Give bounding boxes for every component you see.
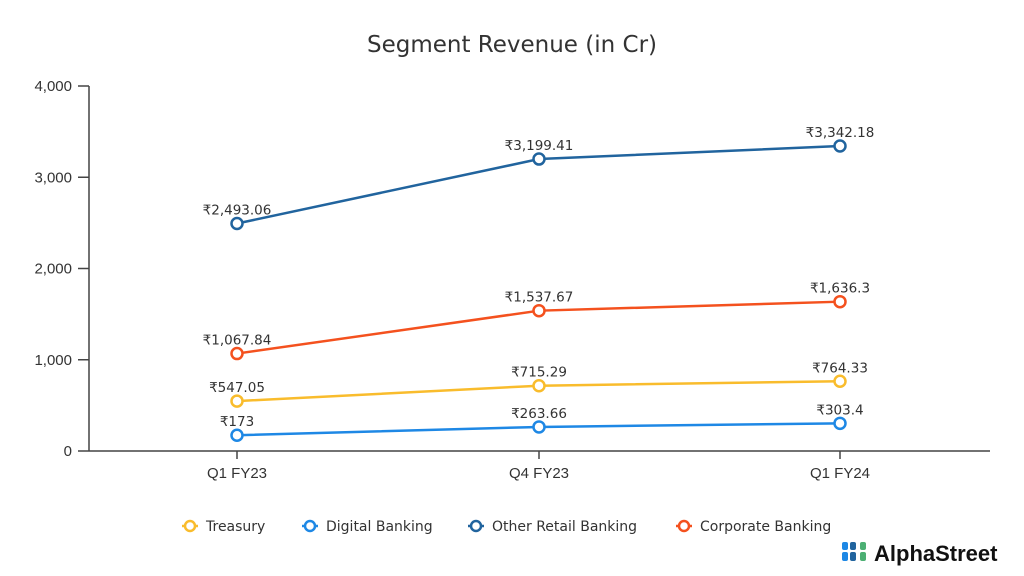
data-label: ₹764.33	[812, 360, 868, 376]
data-label: ₹3,199.41	[505, 138, 574, 154]
y-tick-label: 0	[64, 443, 72, 460]
y-tick-label: 1,000	[34, 352, 72, 369]
data-point[interactable]	[532, 152, 546, 166]
data-label: ₹1,636.3	[810, 281, 870, 297]
legend-label: Other Retail Banking	[492, 519, 637, 535]
data-label: ₹263.66	[511, 406, 567, 422]
data-point[interactable]	[532, 420, 546, 434]
data-label: ₹303.4	[816, 402, 863, 418]
series-other-retail-banking: ₹2,493.06 ₹3,199.41 ₹3,342.18	[203, 125, 875, 231]
legend-marker-icon	[303, 519, 317, 533]
data-point[interactable]	[532, 378, 546, 393]
series-corporate-banking: ₹1,067.84 ₹1,537.67 ₹1,636.3	[203, 281, 870, 361]
legend-marker-icon	[469, 519, 483, 533]
legend-item[interactable]: Digital Banking	[302, 519, 433, 535]
series-treasury: ₹547.05 ₹715.29 ₹764.33	[209, 360, 868, 408]
y-tick-label: 3,000	[34, 169, 72, 186]
logo-text: AlphaStreet	[874, 541, 998, 566]
data-label: ₹1,067.84	[203, 333, 272, 349]
data-label: ₹715.29	[511, 365, 567, 381]
legend-label: Treasury	[205, 519, 265, 535]
data-point[interactable]	[833, 294, 847, 309]
series-digital-banking: ₹173 ₹263.66 ₹303.4	[220, 402, 864, 442]
data-label: ₹3,342.18	[806, 125, 875, 141]
legend-label: Digital Banking	[326, 519, 433, 535]
data-label: ₹1,537.67	[505, 290, 574, 306]
y-tick-label: 4,000	[34, 78, 72, 95]
data-point[interactable]	[230, 346, 244, 361]
x-tick-label: Q1 FY23	[207, 465, 267, 482]
data-label: ₹173	[220, 414, 254, 430]
legend-marker-icon	[183, 519, 197, 533]
y-tick-label: 2,000	[34, 261, 72, 278]
data-point[interactable]	[230, 216, 244, 231]
x-tick-label: Q1 FY24	[810, 465, 870, 482]
data-point[interactable]	[833, 139, 847, 153]
data-point[interactable]	[833, 416, 847, 431]
x-tick-label: Q4 FY23	[509, 465, 569, 482]
data-label: ₹2,493.06	[203, 203, 272, 219]
data-point[interactable]	[230, 394, 244, 408]
alphastreet-logo-icon	[842, 542, 866, 561]
data-label: ₹547.05	[209, 380, 265, 396]
data-point[interactable]	[532, 303, 546, 318]
legend-item[interactable]: Corporate Banking	[676, 519, 831, 535]
legend-marker-icon	[677, 519, 691, 533]
legend-item[interactable]: Treasury	[182, 519, 265, 535]
legend-item[interactable]: Other Retail Banking	[468, 519, 637, 535]
chart-title: Segment Revenue (in Cr)	[367, 32, 657, 58]
data-point[interactable]	[230, 428, 244, 442]
data-point[interactable]	[833, 374, 847, 389]
alphastreet-logo: AlphaStreet	[842, 541, 998, 566]
legend-label: Corporate Banking	[700, 519, 831, 535]
